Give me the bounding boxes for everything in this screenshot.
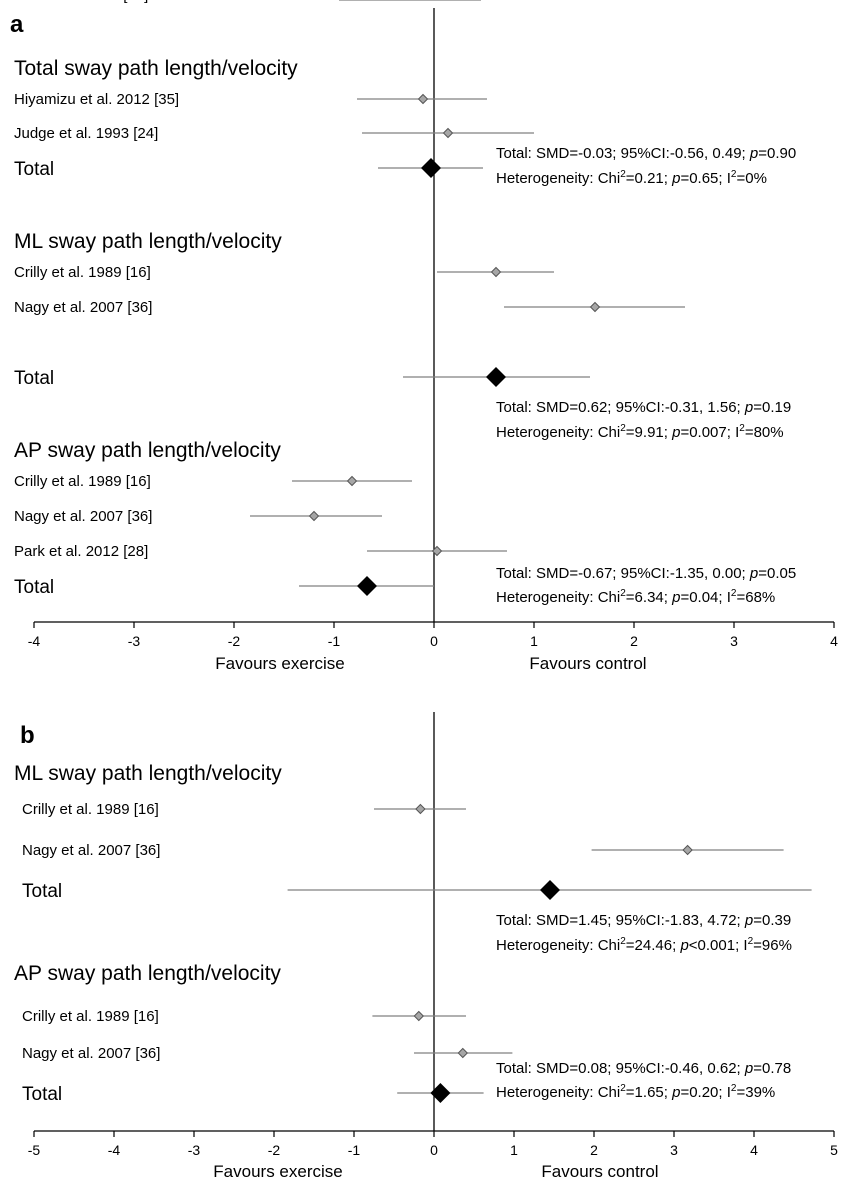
total-stat-text: Total: SMD=0.62; 95%CI:-0.31, 1.56; p=0.… [496,399,791,416]
total-stat-text: Total: SMD=1.45; 95%CI:-1.83, 4.72; p=0.… [496,912,791,929]
x-label-favours-control: Favours control [529,654,646,673]
x-tick-label: -5 [28,1142,41,1158]
x-label-favours-control: Favours control [541,1162,658,1181]
x-tick-label: -1 [348,1142,361,1158]
total-label: Total [22,1084,62,1105]
study-label: Crilly et al. 1989 [16] [22,801,159,818]
x-tick-label: 0 [430,1142,438,1158]
subgroup: AP sway path length/velocity Crilly et al… [14,962,791,1105]
subgroup-title: AP sway path length/velocity [14,962,281,985]
subgroup: ML sway path length/velocity Crilly et al… [14,762,812,954]
study-point-marker [589,301,601,313]
x-tick-label: 1 [530,633,538,649]
subgroup: ML sway path length/velocity Crilly et al… [14,0,791,441]
x-tick-label: 1 [510,1142,518,1158]
study-label: Crilly et al. 1989 [16] [14,264,151,281]
x-tick-label: 2 [630,633,638,649]
subgroup: Total sway path length/velocity Hiyamizu … [14,57,796,187]
x-tick-label: 5 [830,1142,838,1158]
study-label: Judge et al. 1993 [24] [14,125,158,142]
x-tick-label: 2 [590,1142,598,1158]
panel-b: b -5 -4 -3 -2 -1 0 1 2 3 4 5 Favours exercise Favours… [14,712,838,1181]
x-tick-label: -2 [228,633,241,649]
total-diamond-marker [430,1083,451,1103]
panel-letter: a [10,11,24,38]
panel-a: a -4 -3 -2 -1 0 1 2 3 4 Favours exercise Favours co… [10,0,838,673]
x-tick-label: 3 [730,633,738,649]
study-label: Nagy et al. 2007 [36] [22,842,160,859]
study-point-marker [442,127,454,139]
total-diamond-marker [540,880,560,900]
study-point-marker [431,545,443,557]
total-label: Total [14,159,54,180]
study-point-marker [490,266,502,278]
x-tick-label: 0 [430,633,438,649]
study-label: Park et al. 2012 [28] [14,0,148,4]
subgroup-title: Total sway path length/velocity [14,57,298,80]
subgroup-title: ML sway path length/velocity [14,230,282,253]
x-tick-label: -4 [28,633,41,649]
heterogeneity-stat-text: Heterogeneity: Chi2=0.21; p=0.65; I2=0% [496,169,767,187]
total-stat-text: Total: SMD=-0.03; 95%CI:-0.56, 0.49; p=0… [496,145,796,162]
x-label-favours-exercise: Favours exercise [213,1162,342,1181]
study-point-marker [308,510,320,522]
x-tick-label: -2 [268,1142,281,1158]
total-label: Total [22,881,62,902]
x-tick-label: 3 [670,1142,678,1158]
study-point-marker [417,93,429,105]
heterogeneity-stat-text: Heterogeneity: Chi2=1.65; p=0.20; I2=39% [496,1083,775,1101]
study-label: Nagy et al. 2007 [36] [14,299,152,316]
study-label: Park et al. 2012 [28] [14,543,148,560]
total-label: Total [14,368,54,389]
x-tick-label: 4 [750,1142,758,1158]
total-diamond-marker [357,576,377,596]
study-label: Nagy et al. 2007 [36] [22,1045,160,1062]
heterogeneity-stat-text: Heterogeneity: Chi2=6.34; p=0.04; I2=68% [496,588,775,606]
total-stat-text: Total: SMD=-0.67; 95%CI:-1.35, 0.00; p=0… [496,565,796,582]
subgroup-title: ML sway path length/velocity [14,762,282,785]
study-label: Hiyamizu et al. 2012 [35] [14,91,179,108]
x-tick-label: -1 [328,633,341,649]
heterogeneity-stat-text: Heterogeneity: Chi2=9.91; p=0.007; I2=80… [496,423,784,441]
study-label: Crilly et al. 1989 [16] [22,1008,159,1025]
subgroup-title: AP sway path length/velocity [14,439,281,462]
x-label-favours-exercise: Favours exercise [215,654,344,673]
study-point-marker [413,1010,425,1022]
total-diamond-marker [421,158,441,178]
study-point-marker [415,803,426,815]
heterogeneity-stat-text: Heterogeneity: Chi2=24.46; p<0.001; I2=9… [496,936,792,954]
study-label: Nagy et al. 2007 [36] [14,508,152,525]
x-tick-label: 4 [830,633,838,649]
x-tick-label: -3 [128,633,141,649]
study-point-marker [346,475,358,487]
study-point-marker [457,1047,469,1059]
study-label: Crilly et al. 1989 [16] [14,473,151,490]
panel-letter: b [20,722,35,749]
x-tick-label: -3 [188,1142,201,1158]
study-point-marker [682,844,693,856]
subgroup: AP sway path length/velocity Crilly et al… [14,439,796,606]
x-tick-label: -4 [108,1142,121,1158]
total-stat-text: Total: SMD=0.08; 95%CI:-0.46, 0.62; p=0.… [496,1060,791,1077]
total-diamond-marker [486,367,506,387]
total-label: Total [14,577,54,598]
